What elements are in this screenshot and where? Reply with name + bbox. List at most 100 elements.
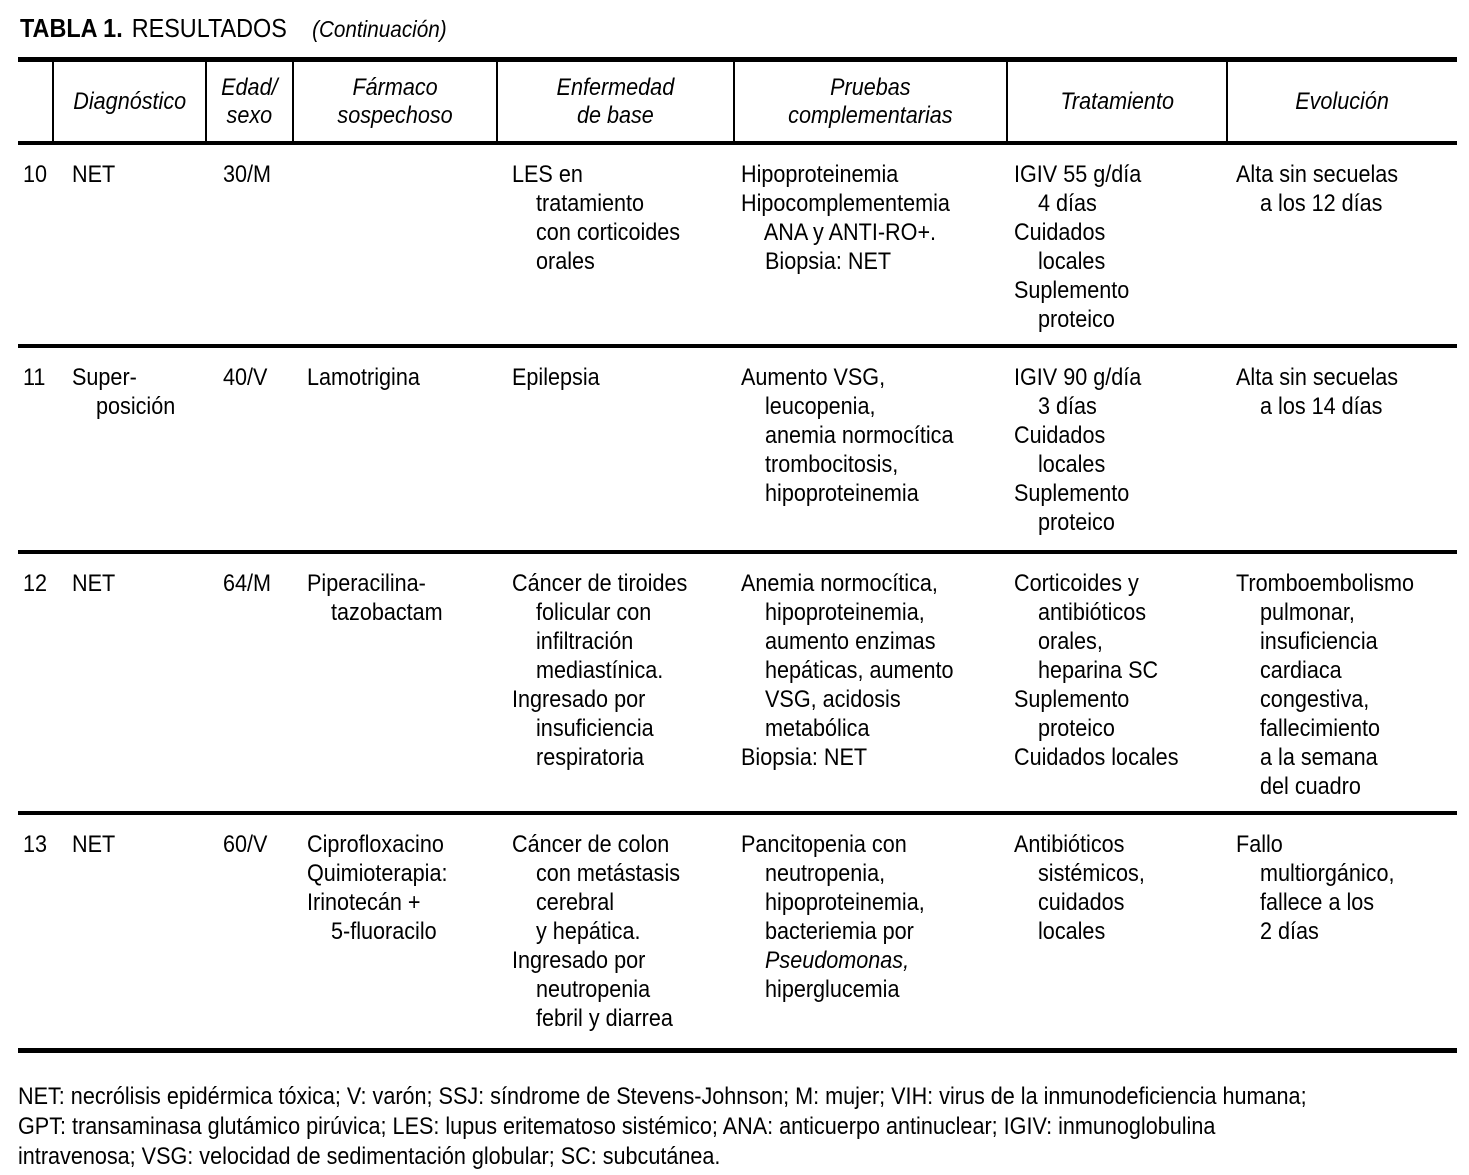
cell-line: Suplemento <box>1014 686 1130 713</box>
cell-pruebas: Anemia normocítica, hipoproteinemia, aum… <box>733 569 1006 801</box>
cell-line: Tromboembolismo <box>1236 570 1415 597</box>
results-table: Diagnóstico Edad/ sexo Fármaco sospechoso E… <box>18 57 1457 1053</box>
cell-farmaco: Piperacilina- tazobactam <box>292 569 496 801</box>
cell-line: multiorgánico, <box>1236 860 1395 887</box>
cell-line: con corticoides <box>512 219 681 246</box>
cell-line: con metástasis <box>512 860 681 887</box>
cell-line: 5-fluoracilo <box>307 918 437 945</box>
cell-line: fallece a los <box>1236 889 1375 916</box>
cell-tratamiento: IGIV 55 g/día 4 días Cuidados locales Supl… <box>1006 160 1226 334</box>
header-cell-5: Pruebas complementarias <box>733 62 1006 141</box>
cell-line: hiperglucemia <box>741 976 900 1003</box>
cell-num: 12 <box>18 569 52 801</box>
cell-pruebas: Pancitopenia con neutropenia, hipoprotei… <box>733 830 1006 1038</box>
header-cell-label: Pruebas complementarias <box>788 73 953 129</box>
header-cell-label: Edad/ sexo <box>221 73 278 129</box>
cell-line: locales <box>1014 918 1106 945</box>
table-row: 13 NET 60/V Ciprofloxacino Quimioterapia: Iri… <box>18 815 1457 1053</box>
cell-line: IGIV 90 g/día <box>1014 364 1142 391</box>
table-title-continuation: (Continuación) <box>312 16 447 42</box>
cell-line: fallecimiento <box>1236 715 1381 742</box>
cell-farmaco: Ciprofloxacino Quimioterapia: Irinotecán +… <box>292 830 496 1038</box>
header-cell-label: Evolución <box>1295 87 1390 115</box>
header-cell-3: Fármaco sospechoso <box>292 62 496 141</box>
cell-edad_sexo: 64/M <box>205 569 292 801</box>
cell-line: insuficiencia <box>512 715 654 742</box>
header-cell-4: Enfermedad de base <box>496 62 733 141</box>
cell-num: 13 <box>18 830 52 1038</box>
footnote-line: intravenosa; VSG: velocidad de sedimenta… <box>18 1143 721 1170</box>
cell-line: 2 días <box>1236 918 1319 945</box>
footnote-line: GPT: transaminasa glutámico pirúvica; LE… <box>18 1113 1216 1140</box>
cell-line: Irinotecán + <box>307 889 421 916</box>
cell-line: hipoproteinemia, <box>741 599 925 626</box>
cell-line: 12 <box>23 570 48 597</box>
cell-line: pulmonar, <box>1236 599 1355 626</box>
cell-line: Antibióticos <box>1014 831 1125 858</box>
cell-line: tazobactam <box>307 599 443 626</box>
cell-diagnostico: NET <box>52 830 205 1038</box>
cell-line: Alta sin secuelas <box>1236 161 1399 188</box>
cell-line: hipoproteinemia, <box>741 889 925 916</box>
cell-line: ANA y ANTI-RO+. <box>741 219 937 246</box>
cell-line: 4 días <box>1014 190 1097 217</box>
cell-line: metabólica <box>741 715 870 742</box>
table-row: 11 Super- posición 40/V Lamotrigina Epilepsi… <box>18 348 1457 554</box>
cell-line: cerebral <box>512 889 615 916</box>
cell-evolucion: Alta sin secuelas a los 14 días <box>1226 363 1457 540</box>
cell-line: heparina SC <box>1014 657 1159 684</box>
cell-line: Super- <box>72 364 137 391</box>
cell-line: Cuidados <box>1014 219 1106 246</box>
cell-line: Alta sin secuelas <box>1236 364 1399 391</box>
cell-farmaco <box>292 160 496 334</box>
cell-line: NET <box>72 570 116 597</box>
cell-enfermedad: Cáncer de colon con metástasis cerebral … <box>496 830 733 1038</box>
cell-tratamiento: Antibióticos sistémicos, cuidados locale… <box>1006 830 1226 1038</box>
cell-line: Ingresado por <box>512 947 646 974</box>
cell-line: Cuidados locales <box>1014 744 1179 771</box>
cell-line: 40/V <box>223 364 268 391</box>
cell-line: a los 14 días <box>1236 393 1383 420</box>
cell-line: Biopsia: NET <box>741 248 892 275</box>
cell-line: infiltración <box>512 628 634 655</box>
cell-line: Ingresado por <box>512 686 646 713</box>
cell-line: Cuidados <box>1014 422 1106 449</box>
cell-line: LES en <box>512 161 583 188</box>
cell-line: tratamiento <box>512 190 645 217</box>
cell-line: Corticoides y <box>1014 570 1139 597</box>
header-cell-7: Evolución <box>1226 62 1457 141</box>
cell-line: proteico <box>1014 306 1115 333</box>
cell-edad_sexo: 60/V <box>205 830 292 1038</box>
header-cell-2: Edad/ sexo <box>205 62 292 141</box>
header-cell-1: Diagnóstico <box>52 62 205 141</box>
cell-line: mediastínica. <box>512 657 664 684</box>
header-cell-label: Enfermedad de base <box>556 73 675 129</box>
table-title-text: RESULTADOS <box>131 13 287 43</box>
cell-line: febril y diarrea <box>512 1005 673 1032</box>
cell-num: 10 <box>18 160 52 334</box>
cell-line: Hipocomplementemia <box>741 190 950 217</box>
cell-diagnostico: Super- posición <box>52 363 205 540</box>
cell-line: antibióticos <box>1014 599 1147 626</box>
cell-line: proteico <box>1014 509 1115 536</box>
cell-line: proteico <box>1014 715 1115 742</box>
cell-tratamiento: Corticoides y antibióticos orales, hepar… <box>1006 569 1226 801</box>
cell-line: Cáncer de tiroides <box>512 570 688 597</box>
cell-line: hipoproteinemia <box>741 480 919 507</box>
cell-line: cuidados <box>1014 889 1125 916</box>
cell-line: 64/M <box>223 570 272 597</box>
table-title: TABLA 1. RESULTADOS (Continuación) <box>20 12 494 45</box>
cell-evolucion: Fallo multiorgánico, fallece a los 2 día… <box>1226 830 1457 1038</box>
cell-line: insuficiencia <box>1236 628 1378 655</box>
cell-line: cardiaca <box>1236 657 1342 684</box>
cell-num: 11 <box>18 363 52 540</box>
cell-line: y hepática. <box>512 918 641 945</box>
cell-line: del cuadro <box>1236 773 1361 800</box>
cell-line: Suplemento <box>1014 480 1130 507</box>
cell-line: Pancitopenia con <box>741 831 907 858</box>
cell-line: IGIV 55 g/día <box>1014 161 1142 188</box>
cell-tratamiento: IGIV 90 g/día 3 días Cuidados locales Supl… <box>1006 363 1226 540</box>
cell-line: 11 <box>23 364 46 391</box>
cell-line: Anemia normocítica, <box>741 570 938 597</box>
